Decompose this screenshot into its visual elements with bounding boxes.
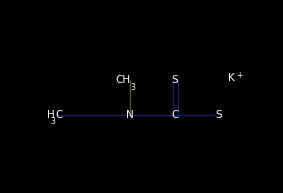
- Text: 3: 3: [130, 82, 135, 91]
- Text: +: +: [236, 70, 242, 80]
- Text: S: S: [215, 110, 222, 120]
- Text: H: H: [47, 110, 55, 120]
- Text: 3: 3: [50, 118, 55, 126]
- Text: C: C: [171, 110, 179, 120]
- Text: CH: CH: [115, 75, 130, 85]
- Text: K: K: [228, 73, 235, 83]
- Text: C: C: [55, 110, 62, 120]
- Text: S: S: [172, 75, 178, 85]
- Text: N: N: [126, 110, 134, 120]
